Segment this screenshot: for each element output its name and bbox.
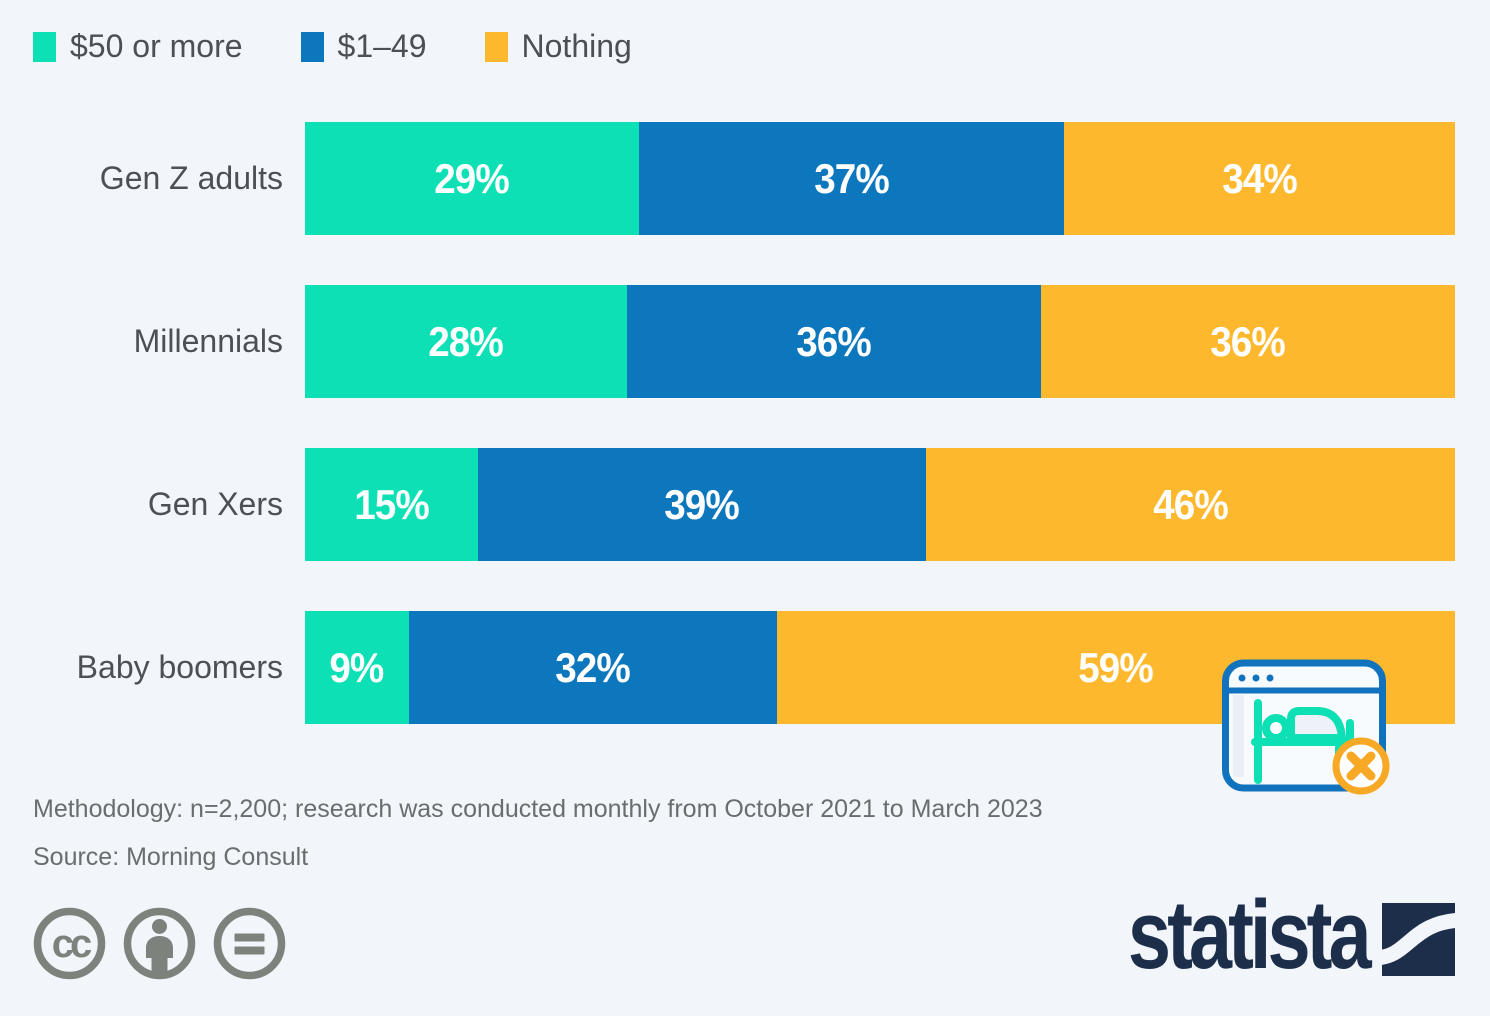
bar-segment-nothing: 46% [926, 448, 1455, 561]
statista-logo-mark-icon [1382, 903, 1455, 976]
legend-swatch-teal-icon [33, 31, 56, 62]
bed-browser-dismiss-icon [1222, 659, 1390, 795]
value-label: 39% [664, 480, 740, 528]
cc-license-icons[interactable]: cc [33, 907, 286, 980]
legend-label: $50 or more [70, 28, 243, 64]
value-label: 46% [1153, 480, 1228, 528]
bar-segment-1-49: 32% [408, 611, 777, 724]
value-label: 34% [1222, 154, 1297, 202]
cc-icon[interactable]: cc [33, 907, 106, 980]
legend-swatch-blue-icon [300, 31, 324, 62]
legend-swatch-amber-icon [484, 31, 508, 62]
value-label: 59% [1078, 643, 1154, 691]
value-label: 37% [813, 154, 889, 202]
bar-segment-nothing: 36% [1041, 285, 1455, 398]
bar-segment-50-or-more: 28% [305, 285, 627, 398]
svg-text:cc: cc [52, 922, 92, 966]
value-label: 9% [329, 643, 385, 691]
chart-row-millennials: Millennials 28% 36% 36% [0, 285, 1455, 398]
equals-icon[interactable] [213, 907, 286, 980]
legend-item-1-49: $1–49 [300, 28, 427, 65]
statista-wordmark: statista [1128, 880, 1372, 989]
value-label: 36% [796, 317, 872, 365]
bed-icon [1251, 699, 1354, 784]
bar-segment-1-49: 36% [627, 285, 1041, 398]
bar-track: 15% 39% 46% [305, 448, 1455, 561]
attribution-person-icon[interactable] [123, 907, 196, 980]
chart-row-gen-x: Gen Xers 15% 39% 46% [0, 448, 1455, 561]
source-note: Source: Morning Consult [33, 843, 309, 871]
category-label: Millennials [133, 323, 283, 359]
category-label: Gen Z adults [99, 160, 283, 196]
bar-track: 29% 37% 34% [305, 122, 1455, 235]
bar-segment-1-49: 39% [477, 448, 926, 561]
bar-segment-50-or-more: 15% [305, 448, 478, 561]
bar-segment-1-49: 37% [638, 122, 1064, 235]
category-label: Baby boomers [76, 649, 283, 685]
category-label: Gen Xers [147, 486, 283, 522]
chart-row-gen-z: Gen Z adults 29% 37% 34% [0, 122, 1455, 235]
legend-item-50-or-more: $50 or more [33, 28, 243, 65]
stacked-bar-chart: Gen Z adults 29% 37% 34% Millennials 28%… [0, 122, 1455, 774]
legend-label: Nothing [521, 28, 632, 64]
legend: $50 or more $1–49 Nothing [33, 28, 632, 65]
value-label: 32% [555, 643, 630, 691]
dismiss-x-icon [1332, 737, 1390, 795]
bar-segment-nothing: 34% [1064, 122, 1455, 235]
bar-segment-50-or-more: 9% [305, 611, 409, 724]
value-label: 28% [428, 317, 504, 365]
bar-segment-50-or-more: 29% [305, 122, 639, 235]
value-label: 36% [1210, 317, 1286, 365]
legend-label: $1–49 [337, 28, 427, 64]
value-label: 29% [434, 154, 510, 202]
legend-item-nothing: Nothing [484, 28, 632, 65]
statista-logo[interactable]: statista [1068, 886, 1455, 983]
bar-track: 28% 36% 36% [305, 285, 1455, 398]
value-label: 15% [353, 480, 429, 528]
methodology-note: Methodology: n=2,200; research was condu… [33, 795, 1043, 823]
